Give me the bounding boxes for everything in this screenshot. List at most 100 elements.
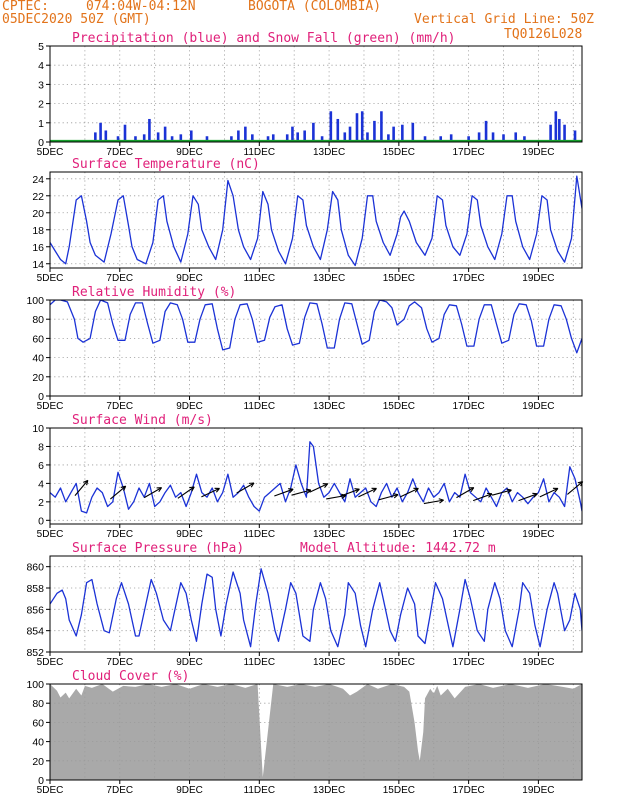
cloud-xtick-label: 17DEC: [452, 785, 484, 796]
pressure-xtick-label: 19DEC: [522, 657, 554, 668]
pressure-ytick-label: 856: [26, 604, 44, 616]
precip-panel: Precipitation (blue) and Snow Fall (gree…: [37, 31, 583, 158]
precip-bar: [104, 130, 108, 142]
rh-ytick-label: 60: [32, 333, 44, 345]
precip-bar: [237, 130, 240, 142]
wind-title: Surface Wind (m/s): [72, 413, 213, 428]
cloud-cover-area: [50, 684, 582, 780]
precip-bar: [449, 134, 453, 142]
wind-series-line: [50, 441, 582, 514]
pressure-ytick-label: 860: [26, 562, 44, 574]
precip-ytick-label: 3: [38, 79, 44, 91]
cloud-xtick-label: 7DEC: [106, 785, 133, 796]
precip-bar: [142, 134, 146, 142]
header-source: CPTEC:: [2, 0, 49, 14]
precip-bar: [558, 118, 561, 142]
cloud-ytick-label: 100: [26, 679, 44, 691]
rh-ytick-label: 100: [26, 295, 44, 307]
precip-bar: [343, 132, 347, 142]
rh-xtick-label: 13DEC: [313, 401, 345, 412]
wind-arrow: [456, 487, 475, 499]
wind-arrow: [74, 479, 89, 497]
precip-bar: [94, 132, 97, 142]
cloud-xtick-label: 19DEC: [522, 785, 554, 796]
precip-xtick-label: 7DEC: [106, 147, 133, 158]
precip-bar: [291, 126, 294, 142]
rh-xtick-label: 19DEC: [522, 401, 554, 412]
rh-ytick-label: 0: [38, 391, 44, 403]
wind-ytick-label: 6: [38, 460, 44, 472]
precip-ytick-label: 2: [38, 99, 44, 111]
temp-ytick-label: 22: [32, 191, 44, 203]
wind-arrow: [340, 488, 360, 497]
wind-xtick-label: 11DEC: [244, 529, 276, 540]
precip-frame: [49, 45, 583, 143]
wind-arrow: [400, 487, 419, 498]
temp-xtick-label: 9DEC: [176, 273, 203, 284]
wind-ytick-label: 2: [38, 497, 44, 509]
pressure-xtick-label: 17DEC: [452, 657, 484, 668]
panels: Precipitation (blue) and Snow Fall (gree…: [26, 31, 584, 796]
precip-bar: [156, 132, 160, 142]
pressure-xtick-label: 9DEC: [176, 657, 203, 668]
cloud-panel: Cloud Cover (%) 0 20 40 60 80 100 5DEC 7DEC 9DEC 1…: [26, 669, 583, 796]
precip-bar: [285, 134, 289, 142]
cloud-ytick-label: 80: [32, 698, 44, 710]
wind-arrow: [518, 492, 538, 502]
precip-bar: [387, 134, 390, 142]
wind-frame: [49, 427, 583, 525]
precip-bar: [251, 134, 254, 142]
wind-arrow: [110, 485, 127, 500]
wind-xtick-label: 7DEC: [106, 529, 133, 540]
pressure-title: Surface Pressure (hPa): [72, 541, 244, 556]
header-coords: 074:04W-04:12N: [86, 0, 196, 14]
rh-xtick-label: 17DEC: [452, 401, 484, 412]
pressure-xtick-label: 11DEC: [244, 657, 276, 668]
rh-ytick-label: 80: [32, 314, 44, 326]
cloud-ytick-label: 0: [38, 775, 44, 787]
rh-title: Relative Humidity (%): [72, 285, 236, 300]
pressure-xtick-label: 7DEC: [106, 657, 133, 668]
rh-xtick-label: 9DEC: [176, 401, 203, 412]
wind-ytick-label: 8: [38, 441, 44, 453]
temp-series-line: [50, 175, 582, 267]
cloud-ytick-label: 40: [32, 737, 44, 749]
pressure-xtick-label: 13DEC: [313, 657, 345, 668]
temp-frame: [49, 171, 583, 269]
cloud-xtick-label: 15DEC: [383, 785, 415, 796]
cloud-xtick-label: 13DEC: [313, 785, 345, 796]
rh-ytick-label: 20: [32, 372, 44, 384]
temp-ytick-label: 16: [32, 242, 44, 254]
pressure-ytick-label: 854: [26, 626, 44, 638]
wind-ytick-label: 10: [32, 423, 44, 435]
temp-xtick-label: 13DEC: [313, 273, 345, 284]
precip-bar: [549, 124, 552, 142]
rh-series-line: [50, 300, 582, 354]
precip-bar: [355, 113, 359, 142]
precip-bar: [502, 134, 505, 142]
precip-xtick-label: 13DEC: [313, 147, 345, 158]
precip-bar: [401, 124, 404, 142]
precip-xtick-label: 5DEC: [37, 147, 64, 158]
temp-title: Surface Temperature (nC): [72, 157, 260, 172]
wind-xtick-label: 15DEC: [383, 529, 415, 540]
temp-panel: Surface Temperature (nC) 14 16 18 20 22 24 5DEC…: [32, 157, 583, 284]
precip-bar: [523, 136, 526, 142]
precip-ytick-label: 1: [38, 118, 44, 130]
precip-bar: [123, 124, 127, 142]
temp-ytick-label: 24: [32, 174, 44, 186]
temp-xtick-label: 11DEC: [244, 273, 276, 284]
wind-arrow: [491, 488, 512, 496]
precip-bar: [163, 126, 167, 142]
header-grid-note: Vertical Grid Line: 50Z: [414, 12, 594, 27]
temp-ytick-label: 18: [32, 225, 44, 237]
rh-ytick-label: 40: [32, 353, 44, 365]
precip-bar: [360, 111, 364, 142]
wind-arrow: [143, 487, 163, 499]
precip-bar: [205, 136, 209, 142]
precip-bar: [554, 111, 558, 142]
precip-bar: [230, 136, 233, 142]
precip-bar: [99, 122, 102, 142]
wind-xtick-label: 13DEC: [313, 529, 345, 540]
